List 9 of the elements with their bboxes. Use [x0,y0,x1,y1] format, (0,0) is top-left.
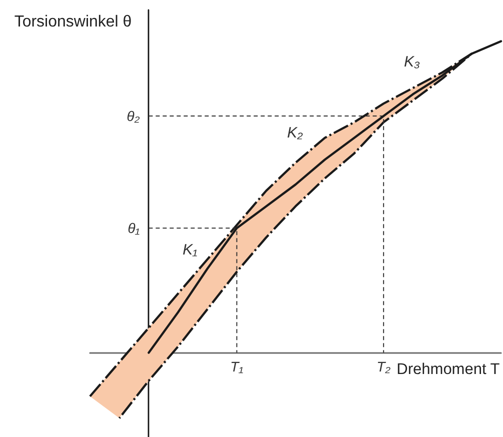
annotation: K₃ [404,54,420,70]
annotation: K₁ [182,242,198,258]
annotation: K₂ [287,124,304,142]
ref-line-label: θ₂ [126,108,140,124]
x-axis-title: Drehmoment T [396,361,500,378]
ref-line-label: θ₁ [128,220,140,236]
x-tick-label: T₁ [230,358,244,375]
x-tick-label: T₂ [376,358,392,375]
y-axis-title: Torsionswinkel θ [14,14,132,30]
